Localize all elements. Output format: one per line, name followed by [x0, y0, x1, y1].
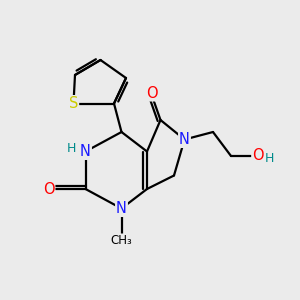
Text: O: O	[43, 182, 54, 196]
Text: CH₃: CH₃	[111, 234, 132, 247]
Text: H: H	[66, 142, 76, 155]
Text: N: N	[116, 201, 127, 216]
Text: O: O	[252, 148, 264, 164]
Text: N: N	[80, 144, 91, 159]
Text: O: O	[146, 85, 157, 100]
Text: N: N	[179, 132, 190, 147]
Text: H: H	[264, 152, 274, 166]
Text: S: S	[69, 96, 78, 111]
